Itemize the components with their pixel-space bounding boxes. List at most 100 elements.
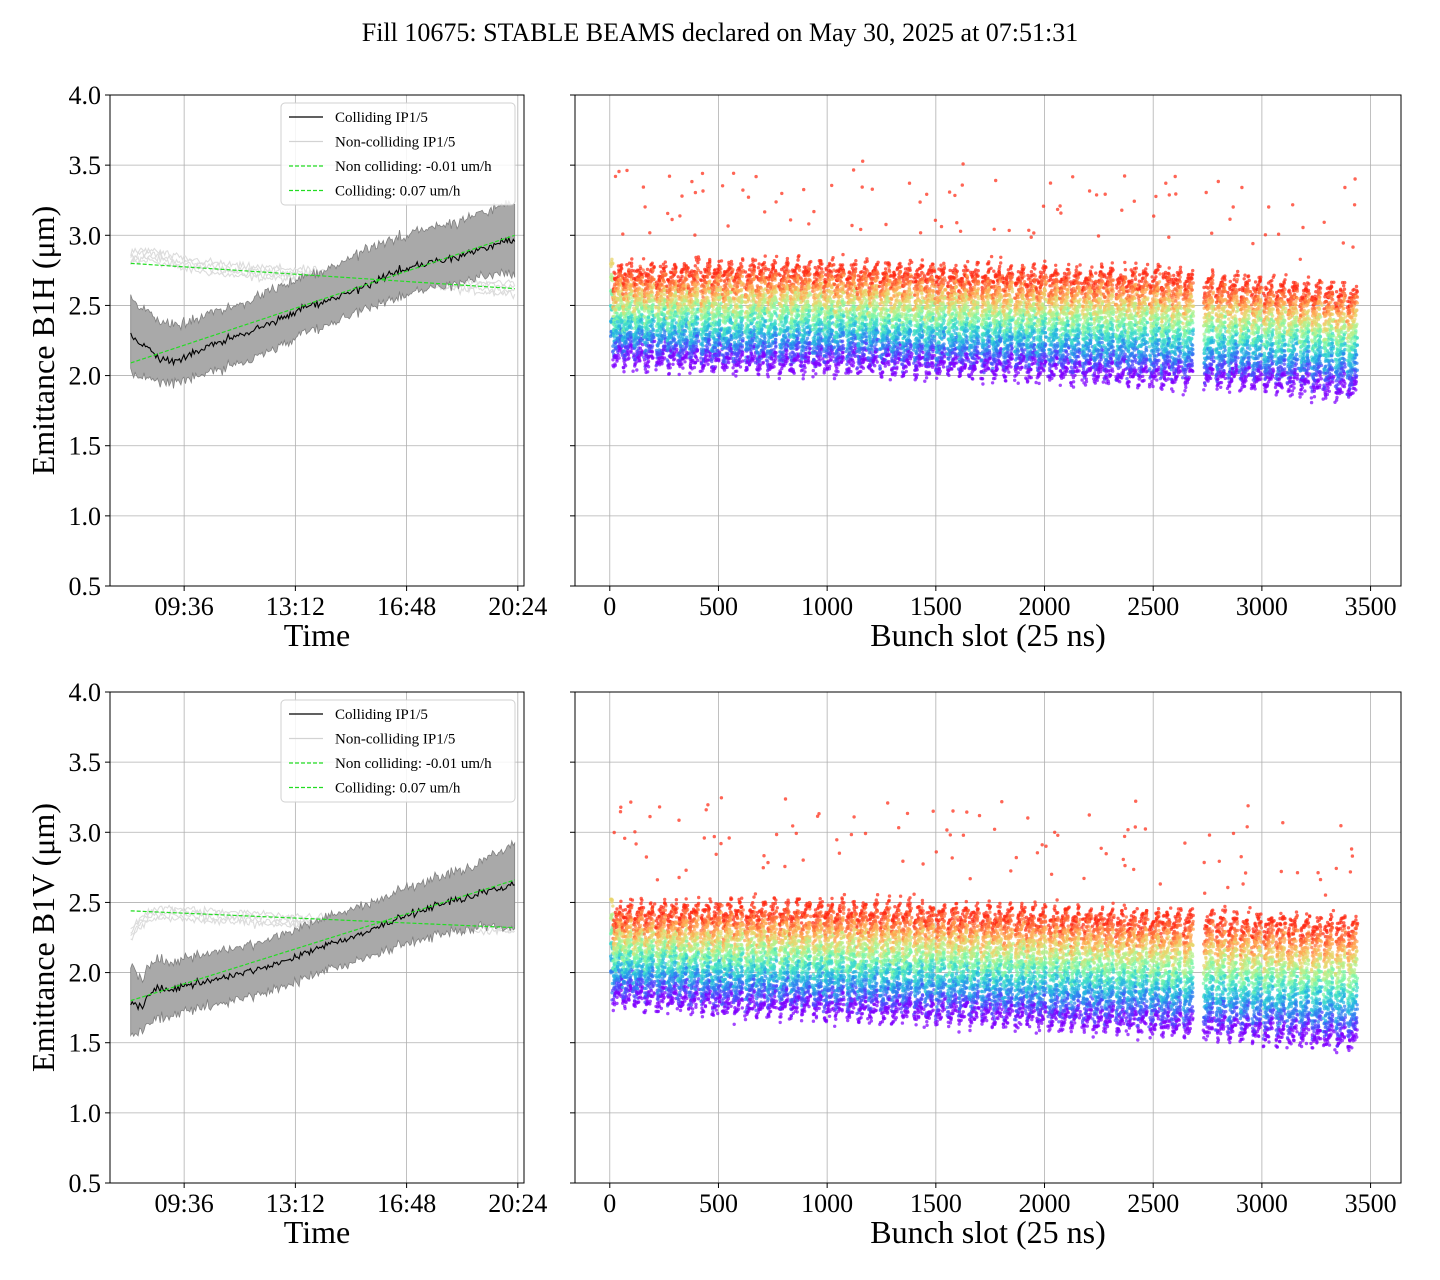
data-point — [630, 274, 633, 277]
x-tick-label: 09:36 — [155, 592, 214, 621]
y-tick-label: 3.0 — [69, 221, 102, 250]
data-point — [663, 293, 666, 296]
data-point — [664, 273, 667, 276]
data-point — [642, 257, 645, 260]
legend-label: Colliding IP1/5 — [335, 110, 428, 126]
panel-top-left: 0.51.01.52.02.53.03.54.009:36 13:12 16:48 2… — [25, 81, 547, 653]
data-point — [652, 265, 655, 268]
x-tick-label: 16:48 — [377, 592, 436, 621]
data-point — [617, 356, 620, 359]
data-point — [651, 335, 654, 338]
data-point — [651, 344, 654, 347]
data-point — [629, 351, 632, 354]
x-tick-label: 0 — [603, 592, 616, 621]
data-point — [616, 312, 619, 315]
data-point — [651, 269, 654, 272]
data-point — [635, 283, 638, 286]
data-point — [648, 231, 651, 234]
data-point — [610, 258, 613, 261]
y-tick-label: 1.5 — [69, 432, 102, 461]
x-tick-label: 3000 — [1236, 592, 1288, 621]
colliding-band — [131, 200, 515, 388]
data-point — [620, 274, 623, 277]
chart-canvas: 0.51.01.52.02.53.03.54.009:36 13:12 16:48 2… — [0, 0, 1440, 1280]
data-point — [614, 175, 617, 178]
y-tick-label: 3.5 — [69, 151, 102, 180]
x-tick-label: 20:24 — [488, 592, 547, 621]
scatter-points — [609, 160, 1359, 405]
data-point — [613, 362, 616, 365]
data-point — [644, 341, 647, 344]
legend-label: Colliding: 0.07 um/h — [335, 184, 461, 200]
data-point — [650, 349, 653, 352]
data-point — [613, 272, 616, 275]
data-point — [652, 278, 655, 281]
data-point — [635, 368, 638, 371]
figure: Fill 10675: STABLE BEAMS declared on May… — [0, 0, 1440, 1280]
colliding-fit-line — [131, 235, 515, 363]
data-point — [630, 265, 633, 268]
y-axis-label: Emittance B1H (μm) — [25, 206, 61, 476]
data-point — [640, 273, 643, 276]
data-point — [627, 353, 630, 356]
data-point — [652, 320, 655, 323]
data-point — [643, 205, 646, 208]
data-point — [651, 325, 654, 328]
x-axis-label: Time — [284, 617, 350, 653]
data-point — [614, 308, 617, 311]
data-point — [663, 269, 666, 272]
data-point — [617, 170, 620, 173]
y-tick-label: 2.5 — [69, 291, 102, 320]
data-point — [651, 303, 654, 306]
data-point — [647, 365, 650, 368]
x-tick-label: 500 — [699, 592, 738, 621]
data-point — [663, 333, 666, 336]
data-point — [631, 300, 634, 303]
x-tick-label: 3500 — [1345, 592, 1397, 621]
legend-label: Non-colliding IP1/5 — [335, 135, 455, 151]
y-tick-label: 4.0 — [69, 81, 102, 110]
data-point — [646, 268, 649, 271]
data-point — [620, 319, 623, 322]
data-point — [646, 324, 649, 327]
data-point — [647, 360, 650, 363]
data-point — [626, 349, 629, 352]
data-point — [624, 364, 627, 367]
data-point — [661, 352, 664, 355]
legend-label: Non colliding: -0.01 um/h — [335, 159, 492, 175]
data-point — [642, 268, 645, 271]
data-point — [642, 185, 645, 188]
data-point — [637, 311, 640, 314]
data-point — [662, 313, 665, 316]
data-point — [657, 306, 660, 309]
legend: Colliding IP1/5 Non-colliding IP1/5 Non co… — [281, 103, 515, 205]
data-point — [664, 265, 667, 268]
data-point — [611, 262, 614, 265]
data-point — [627, 356, 630, 359]
y-tick-label: 2.0 — [69, 362, 102, 391]
data-point — [630, 314, 633, 317]
data-point — [654, 368, 657, 371]
data-point — [622, 370, 625, 373]
data-point — [617, 287, 620, 290]
data-point — [620, 263, 623, 266]
x-tick-label: 2500 — [1127, 592, 1179, 621]
data-point — [638, 298, 641, 301]
data-point — [662, 278, 665, 281]
data-point — [630, 257, 633, 260]
data-point — [664, 260, 667, 263]
x-tick-label: 1000 — [801, 592, 853, 621]
y-tick-label: 1.0 — [69, 502, 102, 531]
data-point — [651, 329, 654, 332]
data-point — [630, 262, 633, 265]
data-point — [620, 267, 623, 270]
data-point — [627, 268, 630, 271]
data-point — [625, 169, 628, 172]
data-point — [629, 343, 632, 346]
data-point — [641, 280, 644, 283]
data-point — [631, 370, 634, 373]
data-point — [646, 370, 649, 373]
data-point — [647, 316, 650, 319]
y-tick-label: 0.5 — [69, 572, 102, 601]
